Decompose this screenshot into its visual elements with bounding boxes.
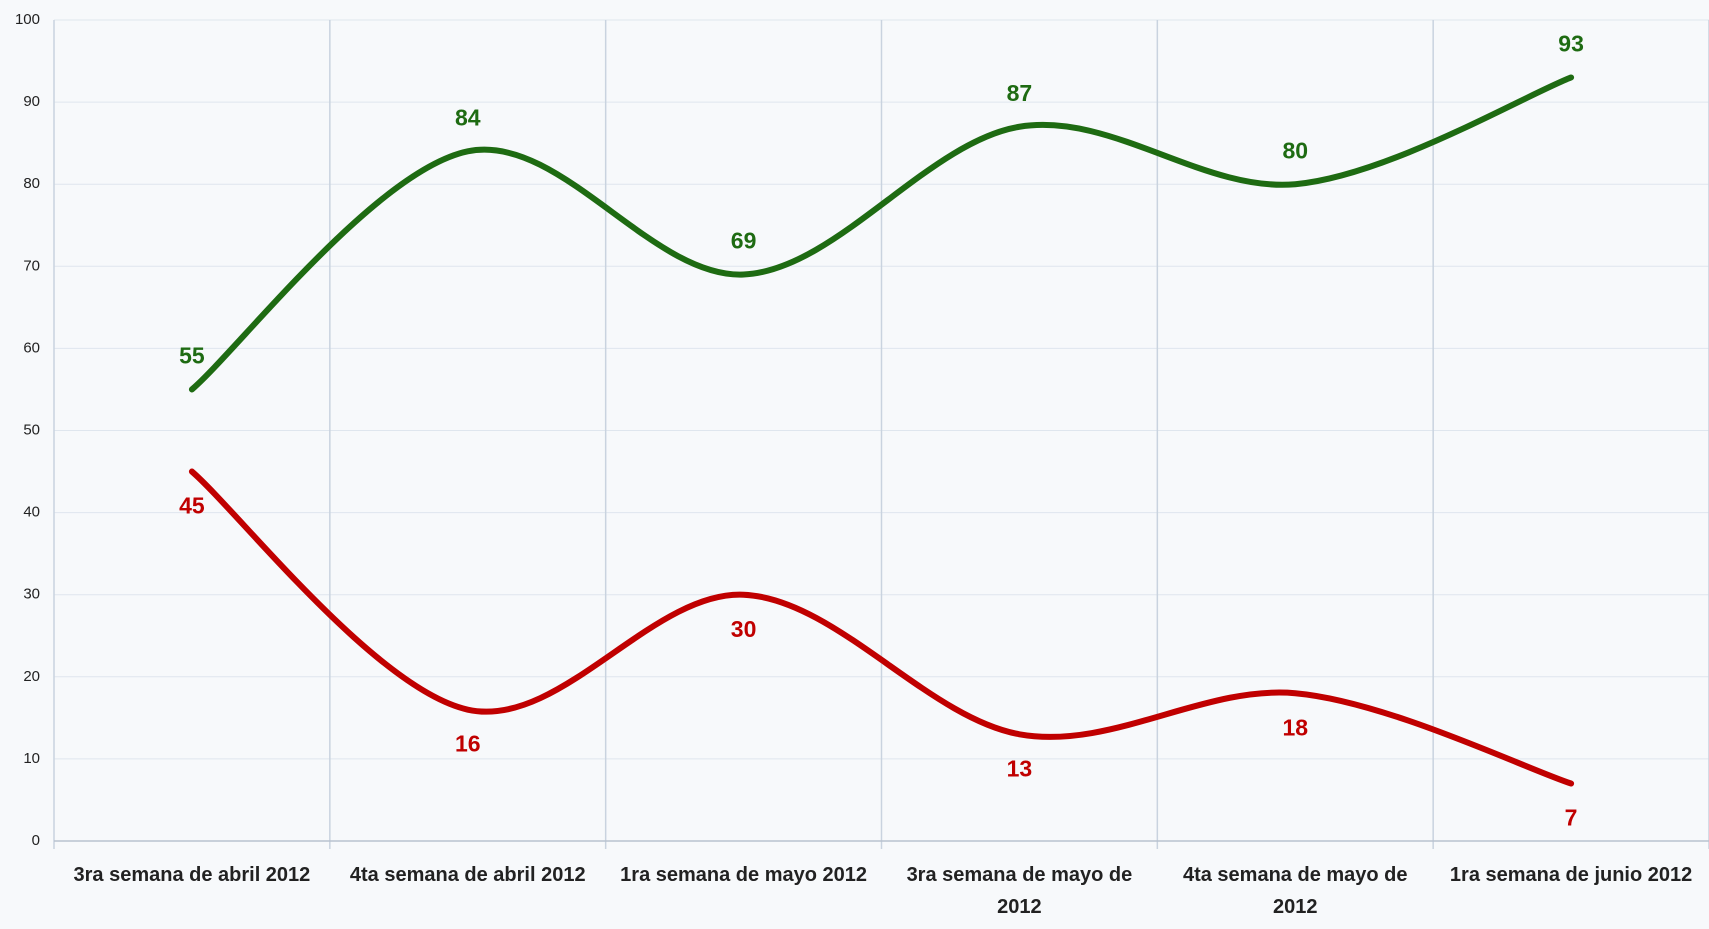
- x-tick-label: 4ta semana de abril 2012: [349, 864, 586, 886]
- y-tick-label: 50: [23, 421, 40, 438]
- y-tick-label: 100: [15, 11, 40, 28]
- y-tick-label: 10: [23, 750, 40, 767]
- data-label: 55: [179, 343, 205, 369]
- y-tick-label: 40: [23, 504, 40, 521]
- y-tick-label: 70: [23, 257, 40, 274]
- data-label: 80: [1282, 137, 1308, 163]
- x-tick-label: 1ra semana de junio 2012: [1449, 864, 1693, 886]
- data-label: 16: [455, 731, 481, 757]
- x-tick-label: 1ra semana de mayo 2012: [620, 864, 867, 886]
- x-tick-label: 3ra semana de mayo de 2012: [906, 864, 1133, 918]
- data-label: 87: [1007, 80, 1033, 106]
- data-label: 13: [1007, 755, 1033, 781]
- y-tick-label: 90: [23, 93, 40, 110]
- data-label: 30: [731, 616, 757, 642]
- y-tick-label: 80: [23, 175, 40, 192]
- series-line: [188, 468, 1575, 787]
- x-tick-label: 4ta semana de mayo de 2012: [1182, 864, 1408, 918]
- y-tick-label: 0: [32, 832, 40, 849]
- data-label: 84: [455, 104, 481, 130]
- x-tick-label: 3ra semana de abril 2012: [73, 864, 311, 886]
- y-tick-label: 30: [23, 586, 40, 603]
- data-label: 93: [1558, 31, 1584, 57]
- data-label: 18: [1282, 714, 1308, 740]
- series-line: [188, 74, 1575, 393]
- y-tick-label: 20: [23, 668, 40, 685]
- data-label: 69: [731, 228, 757, 254]
- data-label: 45: [179, 493, 205, 519]
- data-label: 7: [1565, 805, 1578, 831]
- y-tick-label: 60: [23, 339, 40, 356]
